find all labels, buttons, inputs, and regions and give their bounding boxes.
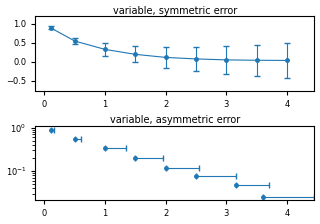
Title: variable, asymmetric error: variable, asymmetric error	[110, 116, 240, 125]
Title: variable, symmetric error: variable, symmetric error	[113, 6, 237, 15]
